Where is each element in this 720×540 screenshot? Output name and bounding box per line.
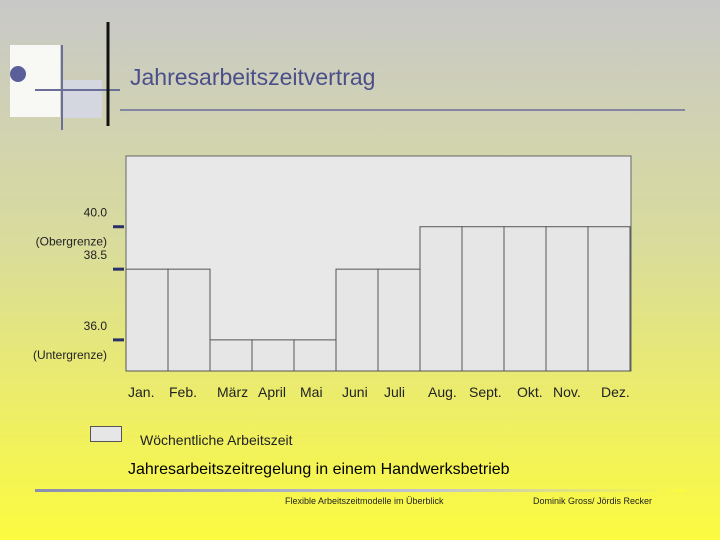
y-tick-label-3: 36.0 xyxy=(84,319,108,333)
x-tick-label-6: Juni xyxy=(342,384,368,400)
x-tick-label-9: Sept. xyxy=(469,384,502,400)
decor-dot xyxy=(10,66,26,82)
decor-square-gray xyxy=(62,80,102,118)
bar-8 xyxy=(419,226,463,372)
y-tick-note-3: (Untergrenze) xyxy=(33,348,107,362)
x-tick-label-4: April xyxy=(258,384,286,400)
legend-swatch xyxy=(90,426,122,442)
x-tick-label-3: März xyxy=(217,384,248,400)
chart-caption: Jahresarbeitszeitregelung in einem Handw… xyxy=(128,461,510,478)
x-tick-label-12: Dez. xyxy=(601,384,630,400)
bar-4 xyxy=(251,339,295,372)
bar-6 xyxy=(335,268,379,372)
x-tick-label-8: Aug. xyxy=(428,384,457,400)
bar-11 xyxy=(545,226,589,372)
footer-right-text: Dominik Gross/ Jördis Recker xyxy=(533,496,653,506)
bar-2 xyxy=(167,268,211,372)
page-title: Jahresarbeitszeitvertrag xyxy=(130,64,376,90)
legend-label: Wöchentliche Arbeitszeit xyxy=(140,432,293,448)
bar-10 xyxy=(503,226,547,372)
bar-chart: 40.0 (Obergrenze)38.5 36.0 (Untergrenze) Jan… xyxy=(33,155,632,400)
bar-12 xyxy=(587,226,631,372)
y-tick-label-1: 40.0 xyxy=(84,206,108,220)
x-tick-label-10: Okt. xyxy=(517,384,543,400)
x-tick-label-5: Mai xyxy=(300,384,323,400)
x-tick-label-7: Juli xyxy=(384,384,405,400)
x-tick-label-2: Feb. xyxy=(169,384,197,400)
bar-9 xyxy=(461,226,505,372)
bar-5 xyxy=(293,339,337,372)
y-tick-note-1: (Obergrenze) xyxy=(36,235,107,249)
x-tick-label-1: Jan. xyxy=(128,384,154,400)
bar-3 xyxy=(209,339,253,372)
bar-1 xyxy=(125,268,169,372)
bar-7 xyxy=(377,268,421,372)
y-tick-label-2: 38.5 xyxy=(84,248,108,262)
footer-divider xyxy=(35,489,685,492)
footer-left-text: Flexible Arbeitszeitmodelle im Überblick xyxy=(285,496,444,506)
x-tick-label-11: Nov. xyxy=(553,384,581,400)
